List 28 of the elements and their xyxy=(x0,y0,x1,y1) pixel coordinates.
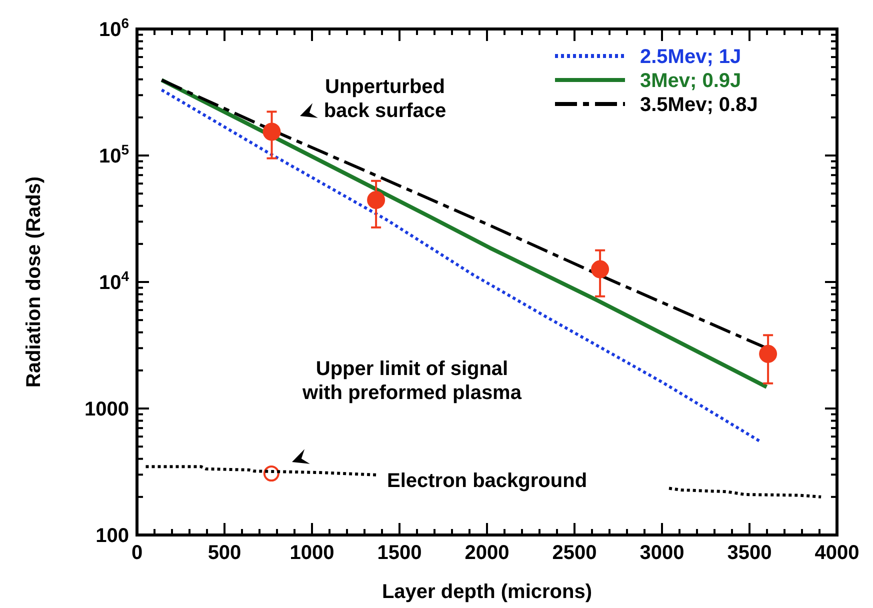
y-tick-label: 10$^{6}$ xyxy=(98,15,130,41)
y-tick-label: 10$^{4}$ xyxy=(98,268,130,294)
y-axis-title: Radiation dose (Rads) xyxy=(23,176,45,388)
annotation: Upper limit of signal with preformed plasma xyxy=(302,358,522,404)
x-axis-title: Layer depth (microns) xyxy=(382,581,592,603)
legend-label: 3.5Mev; 0.8J xyxy=(640,94,758,116)
legend-label: 3Mev; 0.9J xyxy=(640,70,742,92)
x-tick-label: 3500 xyxy=(727,542,772,564)
y-tick-label: 1000 xyxy=(84,398,129,420)
annotation: Unperturbed back surface xyxy=(324,76,446,122)
y-tick-label: 100 xyxy=(96,525,129,547)
point xyxy=(367,190,386,209)
x-tick-label: 4000 xyxy=(814,542,860,564)
x-tick-label: 1500 xyxy=(377,542,422,564)
point xyxy=(759,344,778,363)
y-tick-label: 10$^{5}$ xyxy=(98,142,130,168)
point xyxy=(262,122,281,141)
x-tick-label: 2000 xyxy=(464,542,510,564)
point xyxy=(263,466,280,482)
x-tick-label: 2500 xyxy=(552,542,597,564)
line-series xyxy=(668,486,823,498)
point xyxy=(591,260,610,278)
x-tick-label: 3000 xyxy=(640,542,684,564)
x-tick-label: 0 xyxy=(131,542,143,564)
legend-label: 2.5Mev; 1J xyxy=(640,46,742,68)
x-tick-label: 500 xyxy=(208,542,242,564)
annotation: Electron background xyxy=(387,470,588,492)
x-tick-label: 1000 xyxy=(290,542,334,564)
